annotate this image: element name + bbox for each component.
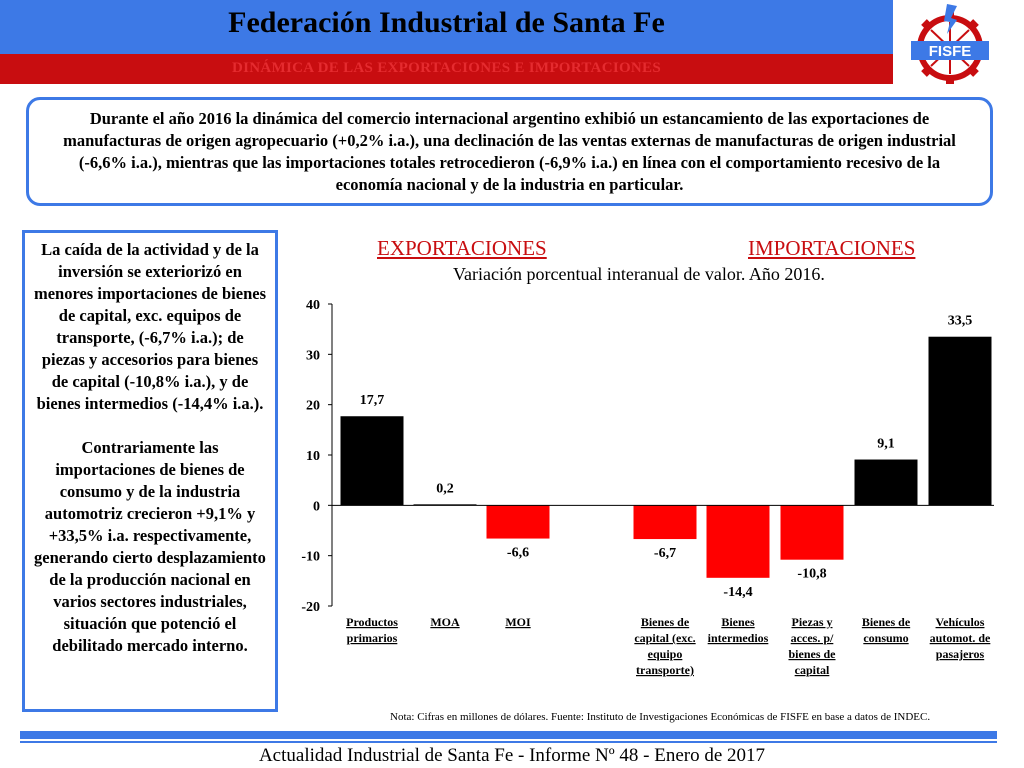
x-category-label: Vehículos automot. de pasajeros (930, 615, 991, 661)
x-category-label: Bienes de consumo (862, 615, 911, 645)
bar (928, 336, 992, 506)
x-category-label: Bienes intermedios (708, 615, 769, 645)
bar (780, 505, 844, 560)
data-label: 17,7 (360, 393, 385, 408)
data-label: -6,7 (654, 546, 676, 561)
y-tick-label: -20 (301, 600, 320, 615)
y-tick-label: 0 (313, 499, 320, 514)
sidebar-paragraph-1: La caída de la actividad y de la inversi… (33, 240, 267, 413)
footer-rule-thin (20, 741, 997, 743)
data-label: -10,8 (797, 567, 826, 582)
page-title: Federación Industrial de Santa Fe (228, 6, 665, 39)
data-label: -14,4 (723, 585, 752, 600)
x-category-label: Bienes de capital (exc. equipo transporte) (634, 615, 695, 677)
bar (633, 505, 697, 540)
source-note: Nota: Cifras en millones de dólares. Fue… (390, 711, 931, 723)
x-category-label: Piezas y acces. p/bienes de capital (788, 615, 836, 677)
bar (706, 505, 770, 578)
footer-rule-thick (20, 731, 997, 739)
y-tick-label: -10 (301, 550, 320, 565)
y-tick-label: 20 (306, 399, 320, 414)
footer-text: Actualidad Industrial de Santa Fe - Info… (258, 745, 766, 766)
data-label: -6,6 (507, 546, 529, 561)
data-label: 0,2 (436, 481, 454, 496)
chart-title: Variación porcentual interanual de valor… (453, 264, 825, 284)
x-category-label: MOA (430, 615, 460, 629)
bar (340, 416, 404, 506)
bar-chart: 40 30 20 10 0 -10 -20 17,7 0,2 -6,6 -6,7 -14,4 -10,8… (301, 298, 994, 677)
imports-group-label: IMPORTACIONES (748, 236, 916, 260)
data-label: 9,1 (877, 437, 895, 452)
y-tick-label: 40 (306, 298, 320, 313)
exports-group-label: EXPORTACIONES (377, 236, 547, 260)
header-blue-band (0, 0, 893, 54)
header-red-band (0, 54, 893, 84)
x-category-label: Productos primarios (346, 615, 398, 645)
sidebar-box: La caída de la actividad y de la inversi… (22, 230, 278, 712)
bar (413, 504, 477, 506)
bar (486, 505, 550, 539)
sidebar-paragraph-2: Contrariamente las importaciones de bien… (34, 438, 266, 655)
intro-box: Durante el año 2016 la dinámica del come… (26, 97, 993, 206)
page-subtitle: DINÁMICA DE LAS EXPORTACIONES E IMPORTAC… (231, 60, 662, 76)
y-tick-label: 10 (306, 449, 320, 464)
y-tick-label: 30 (306, 348, 320, 363)
fisfe-logo: FISFE (911, 4, 989, 84)
data-label: 33,5 (948, 314, 973, 329)
x-category-label: MOI (505, 615, 531, 629)
bar (854, 459, 918, 506)
logo-text: FISFE (929, 43, 972, 60)
